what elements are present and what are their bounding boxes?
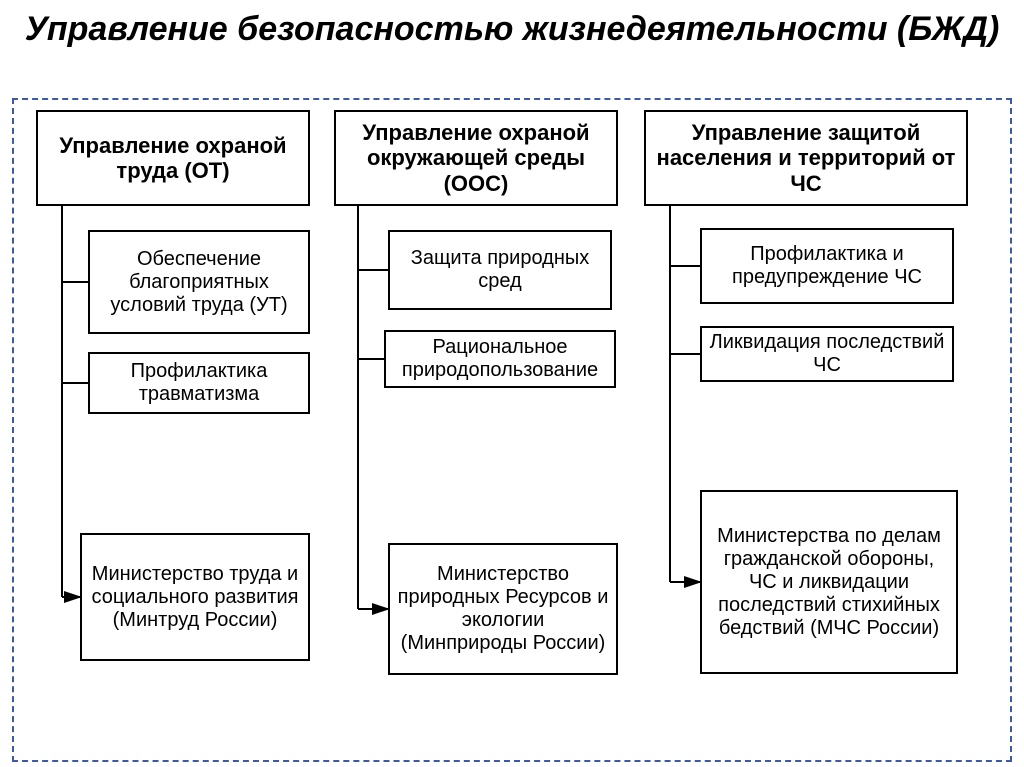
col-oos-header: Управление охраной окружающей среды (ООС…: [334, 110, 618, 206]
col-oos-item-0: Защита природных сред: [388, 230, 612, 310]
col-oos-ministry: Министерство природных Ресурсов и эколог…: [388, 543, 618, 675]
col-ot-header: Управление охраной труда (ОТ): [36, 110, 310, 206]
col-chs-header: Управление защитой населения и территори…: [644, 110, 968, 206]
col-chs-ministry: Министерства по делам гражданской оборон…: [700, 490, 958, 674]
col-ot-item-0: Обеспечение благоприятных условий труда …: [88, 230, 310, 334]
col-ot-ministry: Министерство труда и социального развити…: [80, 533, 310, 661]
col-chs-item-1: Ликвидация последствий ЧС: [700, 326, 954, 382]
col-ot-item-1: Профилактика травматизма: [88, 352, 310, 414]
page-title: Управление безопасностью жизнедеятельнос…: [0, 0, 1024, 55]
col-chs-item-0: Профилактика и предупреждение ЧС: [700, 228, 954, 304]
col-oos-item-1: Рациональное природопользование: [384, 330, 616, 388]
